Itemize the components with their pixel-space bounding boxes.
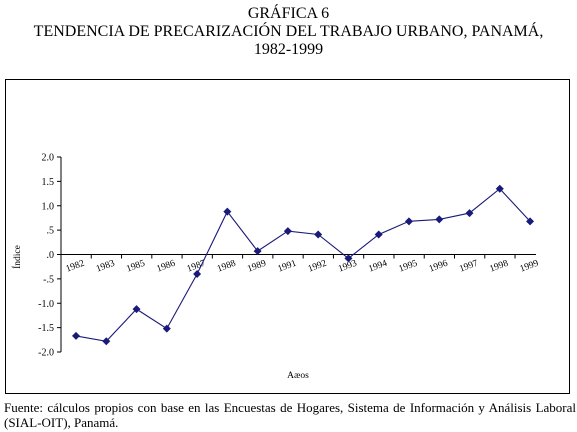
x-axis-title: Aæos	[287, 371, 309, 381]
figure-number: GRÁFICA 6	[247, 5, 330, 22]
chart-frame: 2.0 1.5 1.0 .5 .0 -.5 -1.0 -1.5 -2.0 1982 1983 1985…	[5, 79, 570, 394]
x-tick-label: 1986	[155, 259, 177, 275]
data-point	[162, 324, 171, 333]
chart-period: 1982-1999	[253, 41, 324, 58]
data-point	[495, 184, 504, 193]
data-point	[404, 217, 413, 226]
data-point	[314, 230, 323, 239]
x-tick-label: 1983	[95, 259, 117, 275]
y-tick-label: 2.0	[42, 153, 55, 164]
x-tick-label: 1998	[488, 259, 510, 275]
series-line	[75, 187, 531, 342]
x-tick-label: 1994	[367, 259, 389, 275]
data-point	[526, 217, 535, 226]
y-tick-label: 1.0	[42, 201, 55, 212]
x-tick-label: 1992	[307, 259, 329, 275]
x-tick-label: 1996	[428, 259, 450, 275]
chart-title: TENDENCIA DE PRECARIZACIÓN DEL TRABAJO U…	[33, 23, 544, 40]
data-point	[435, 215, 444, 224]
data-point	[102, 337, 111, 346]
data-point	[223, 207, 232, 216]
data-point	[132, 305, 141, 314]
data-point	[283, 227, 292, 236]
data-point	[344, 254, 353, 263]
x-tick-label: 1982	[65, 259, 87, 275]
y-axis-title: Índice	[11, 245, 23, 269]
x-tick-label: 1995	[398, 259, 420, 275]
x-tick-label: 1989	[246, 259, 268, 275]
data-point	[465, 209, 474, 218]
y-tick-label: .0	[47, 250, 55, 261]
y-tick-label: -1.5	[38, 323, 54, 334]
x-tick-label: 1991	[277, 259, 299, 275]
y-tick-label: .5	[47, 226, 55, 237]
line-chart: 2.0 1.5 1.0 .5 .0 -.5 -1.0 -1.5 -2.0 1982 1983 1985…	[11, 153, 541, 382]
data-point	[374, 230, 383, 239]
y-tick-label: -2.0	[38, 348, 54, 359]
x-tick-label: 1988	[216, 259, 238, 275]
data-point	[72, 331, 80, 340]
y-tick-label: -1.0	[38, 299, 54, 310]
source-note: Fuente: cálculos propios con base en las…	[4, 400, 576, 430]
data-point	[193, 270, 202, 278]
y-tick-label: 1.5	[42, 177, 55, 188]
x-tick-label: 1999	[519, 259, 541, 275]
x-tick-label: 1985	[125, 259, 147, 275]
x-tick-label: 1997	[458, 259, 480, 275]
data-point	[253, 247, 262, 256]
y-tick-label: -.5	[43, 274, 54, 285]
